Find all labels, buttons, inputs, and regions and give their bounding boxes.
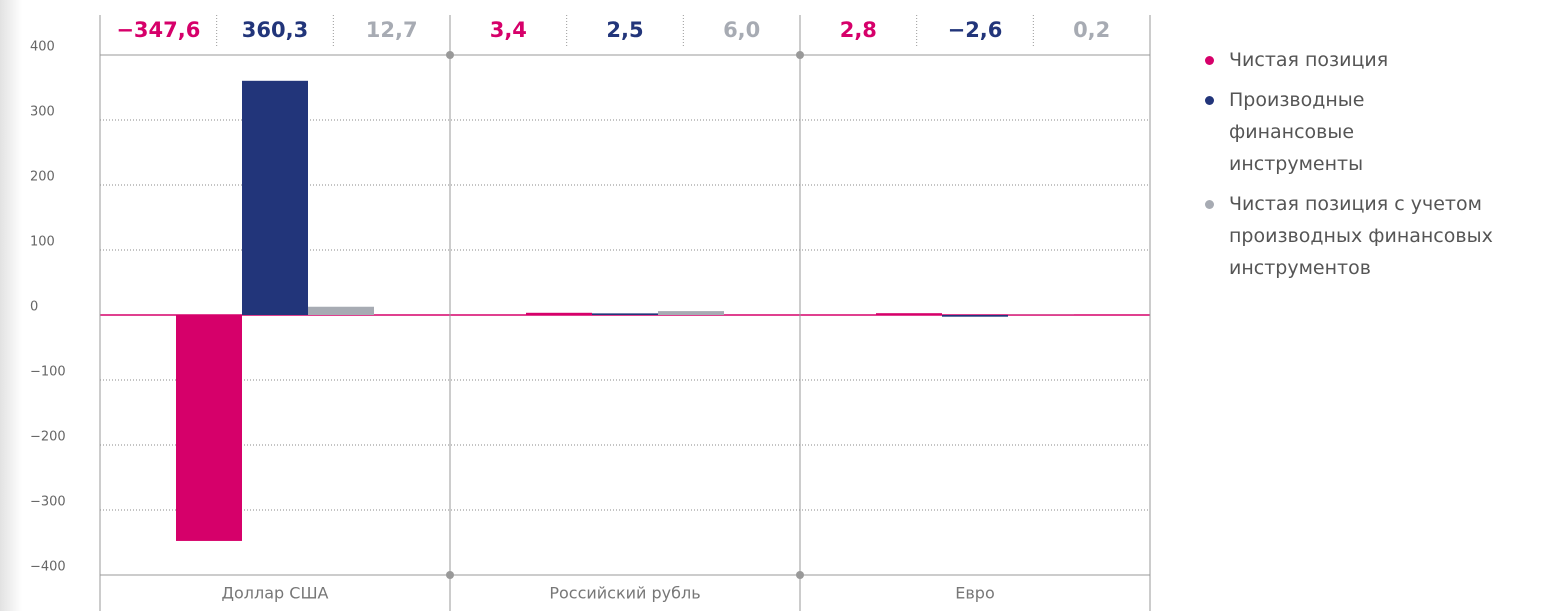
bar xyxy=(526,312,592,315)
y-tick-label: −400 xyxy=(30,560,66,575)
value-label: 2,5 xyxy=(606,18,643,42)
value-label: 0,2 xyxy=(1073,18,1110,42)
legend-marker xyxy=(1205,200,1214,209)
value-label: 12,7 xyxy=(366,18,418,42)
x-tick-label: Российский рубль xyxy=(549,584,700,603)
legend-label: Производные финансовые инструменты xyxy=(1229,89,1365,175)
value-label: 2,8 xyxy=(840,18,877,42)
legend-marker xyxy=(1205,96,1214,105)
y-tick-label: 100 xyxy=(30,235,55,250)
bar xyxy=(658,311,724,315)
y-tick-label: 0 xyxy=(30,300,38,315)
y-tick-label: −200 xyxy=(30,430,66,445)
bar xyxy=(592,313,658,315)
legend-label: Чистая позиция с учетом производных фина… xyxy=(1229,193,1493,279)
legend-item: Чистая позиция xyxy=(1205,44,1535,76)
y-tick-label: 300 xyxy=(30,105,55,120)
chart: 400 300 200 100 0 −100 −200 −300 −400 Доллар США −… xyxy=(0,0,1151,611)
bar xyxy=(876,313,942,315)
side-strip xyxy=(0,0,22,611)
divider-dot xyxy=(446,571,454,579)
divider-dot xyxy=(446,51,454,59)
value-label: 6,0 xyxy=(723,18,760,42)
legend: Чистая позиция Производные финансовые инс… xyxy=(1205,44,1535,292)
bar xyxy=(942,315,1008,317)
bar xyxy=(308,306,374,315)
y-tick-label: −100 xyxy=(30,365,66,380)
bar xyxy=(242,80,308,316)
divider-dot xyxy=(796,51,804,59)
value-label: −347,6 xyxy=(116,18,200,42)
value-label: −2,6 xyxy=(948,18,1003,42)
y-tick-label: 200 xyxy=(30,170,55,185)
y-tick-label: 400 xyxy=(30,40,55,55)
legend-item: Чистая позиция с учетом производных фина… xyxy=(1205,188,1535,284)
y-tick-label: −300 xyxy=(30,495,66,510)
x-tick-label: Доллар США xyxy=(221,584,328,603)
bar xyxy=(176,315,242,541)
value-label: 3,4 xyxy=(490,18,527,42)
legend-label: Чистая позиция xyxy=(1229,49,1389,71)
divider-dot xyxy=(796,571,804,579)
x-tick-label: Евро xyxy=(955,584,994,603)
value-label: 360,3 xyxy=(242,18,308,42)
legend-item: Производные финансовые инструменты xyxy=(1205,84,1535,180)
legend-marker xyxy=(1205,56,1214,65)
